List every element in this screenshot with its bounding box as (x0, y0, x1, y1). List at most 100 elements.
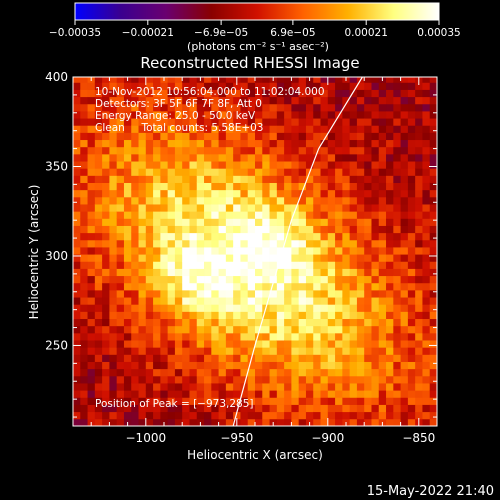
heatmap-cell (94, 218, 103, 226)
heatmap-cell (94, 189, 103, 198)
heatmap-cell (400, 218, 409, 226)
heatmap-cell (102, 232, 110, 241)
heatmap-cell (167, 275, 176, 284)
heatmap-cell (364, 168, 372, 176)
heatmap-cell (247, 89, 256, 98)
heatmap-cell (189, 261, 198, 269)
heatmap-cell (116, 318, 125, 327)
heatmap-cell (145, 268, 154, 277)
heatmap-cell (204, 168, 212, 176)
heatmap-cell (196, 247, 205, 255)
heatmap-cell (225, 289, 234, 298)
heatmap-cell (145, 111, 154, 119)
heatmap-cell (262, 375, 270, 384)
heatmap-cell (153, 82, 161, 90)
heatmap-cell (138, 204, 147, 212)
heatmap-cell (225, 168, 234, 176)
heatmap-cell (116, 232, 125, 241)
heatmap-cell (182, 146, 190, 155)
heatmap-cell (335, 118, 343, 126)
heatmap-cell (400, 289, 409, 298)
heatmap-cell (94, 96, 103, 105)
heatmap-cell (335, 225, 343, 234)
heatmap-cell (284, 218, 292, 226)
heatmap-cell (422, 225, 431, 234)
heatmap-cell (342, 275, 351, 284)
heatmap-cell (123, 204, 132, 212)
heatmap-cell (167, 297, 176, 305)
heatmap-cell (313, 232, 321, 241)
heatmap-cell (109, 232, 118, 241)
heatmap-cell (415, 139, 423, 148)
heatmap-cell (196, 340, 205, 348)
heatmap-cell (145, 304, 154, 312)
heatmap-cell (189, 275, 198, 284)
heatmap-cell (218, 218, 227, 226)
heatmap-cell (400, 196, 409, 205)
heatmap-cell (364, 175, 372, 183)
heatmap-cell (291, 103, 300, 112)
heatmap-cell (167, 189, 176, 198)
heatmap-cell (233, 239, 241, 248)
heatmap-cell (269, 304, 278, 312)
heatmap-cell (73, 175, 81, 183)
heatmap-cell (407, 139, 416, 148)
heatmap-cell (167, 397, 176, 405)
heatmap-cell (356, 125, 365, 133)
heatmap-cell (371, 146, 380, 155)
heatmap-cell (174, 404, 183, 413)
heatmap-cell (255, 383, 263, 391)
heatmap-cell (429, 318, 437, 327)
heatmap-cell (167, 390, 176, 398)
heatmap-cell (131, 361, 139, 370)
heatmap-cell (262, 153, 270, 162)
heatmap-cell (73, 161, 81, 169)
heatmap-cell (269, 340, 278, 348)
heatmap-cell (145, 418, 154, 426)
heatmap-cell (305, 161, 314, 169)
heatmap-cell (349, 311, 358, 320)
heatmap-cell (269, 268, 278, 277)
heatmap-cell (400, 347, 409, 355)
heatmap-cell (386, 340, 394, 348)
heatmap-cell (415, 182, 423, 191)
heatmap-cell (378, 139, 387, 148)
heatmap-cell (291, 153, 300, 162)
heatmap-cell (160, 153, 169, 162)
heatmap-cell (138, 268, 147, 277)
heatmap-cell (247, 268, 256, 277)
heatmap-cell (218, 211, 227, 219)
heatmap-cell (73, 368, 81, 377)
heatmap-cell (393, 304, 401, 312)
heatmap-cell (349, 304, 358, 312)
heatmap-cell (400, 77, 409, 83)
heatmap-cell (189, 254, 198, 262)
heatmap-cell (145, 196, 154, 205)
heatmap-cell (298, 189, 307, 198)
heatmap-cell (80, 132, 88, 141)
heatmap-cell (313, 275, 321, 284)
heatmap-cell (174, 96, 183, 105)
heatmap-cell (174, 340, 183, 348)
heatmap-cell (73, 146, 81, 155)
heatmap-cell (255, 297, 263, 305)
heatmap-cell (73, 132, 81, 141)
heatmap-cell (167, 254, 176, 262)
heatmap-cell (116, 261, 125, 269)
heatmap-cell (305, 247, 314, 255)
heatmap-cell (153, 347, 161, 355)
heatmap-cell (313, 118, 321, 126)
heatmap-cell (342, 211, 351, 219)
heatmap-cell (131, 204, 139, 212)
heatmap-cell (145, 354, 154, 362)
heatmap-cell (386, 96, 394, 105)
heatmap-cell (305, 311, 314, 320)
heatmap-cell (153, 289, 161, 298)
heatmap-cell (116, 111, 125, 119)
heatmap-cell (109, 103, 118, 112)
heatmap-cell (284, 232, 292, 241)
heatmap-cell (371, 318, 380, 327)
heatmap-cell (182, 153, 190, 162)
heatmap-cell (204, 325, 212, 334)
